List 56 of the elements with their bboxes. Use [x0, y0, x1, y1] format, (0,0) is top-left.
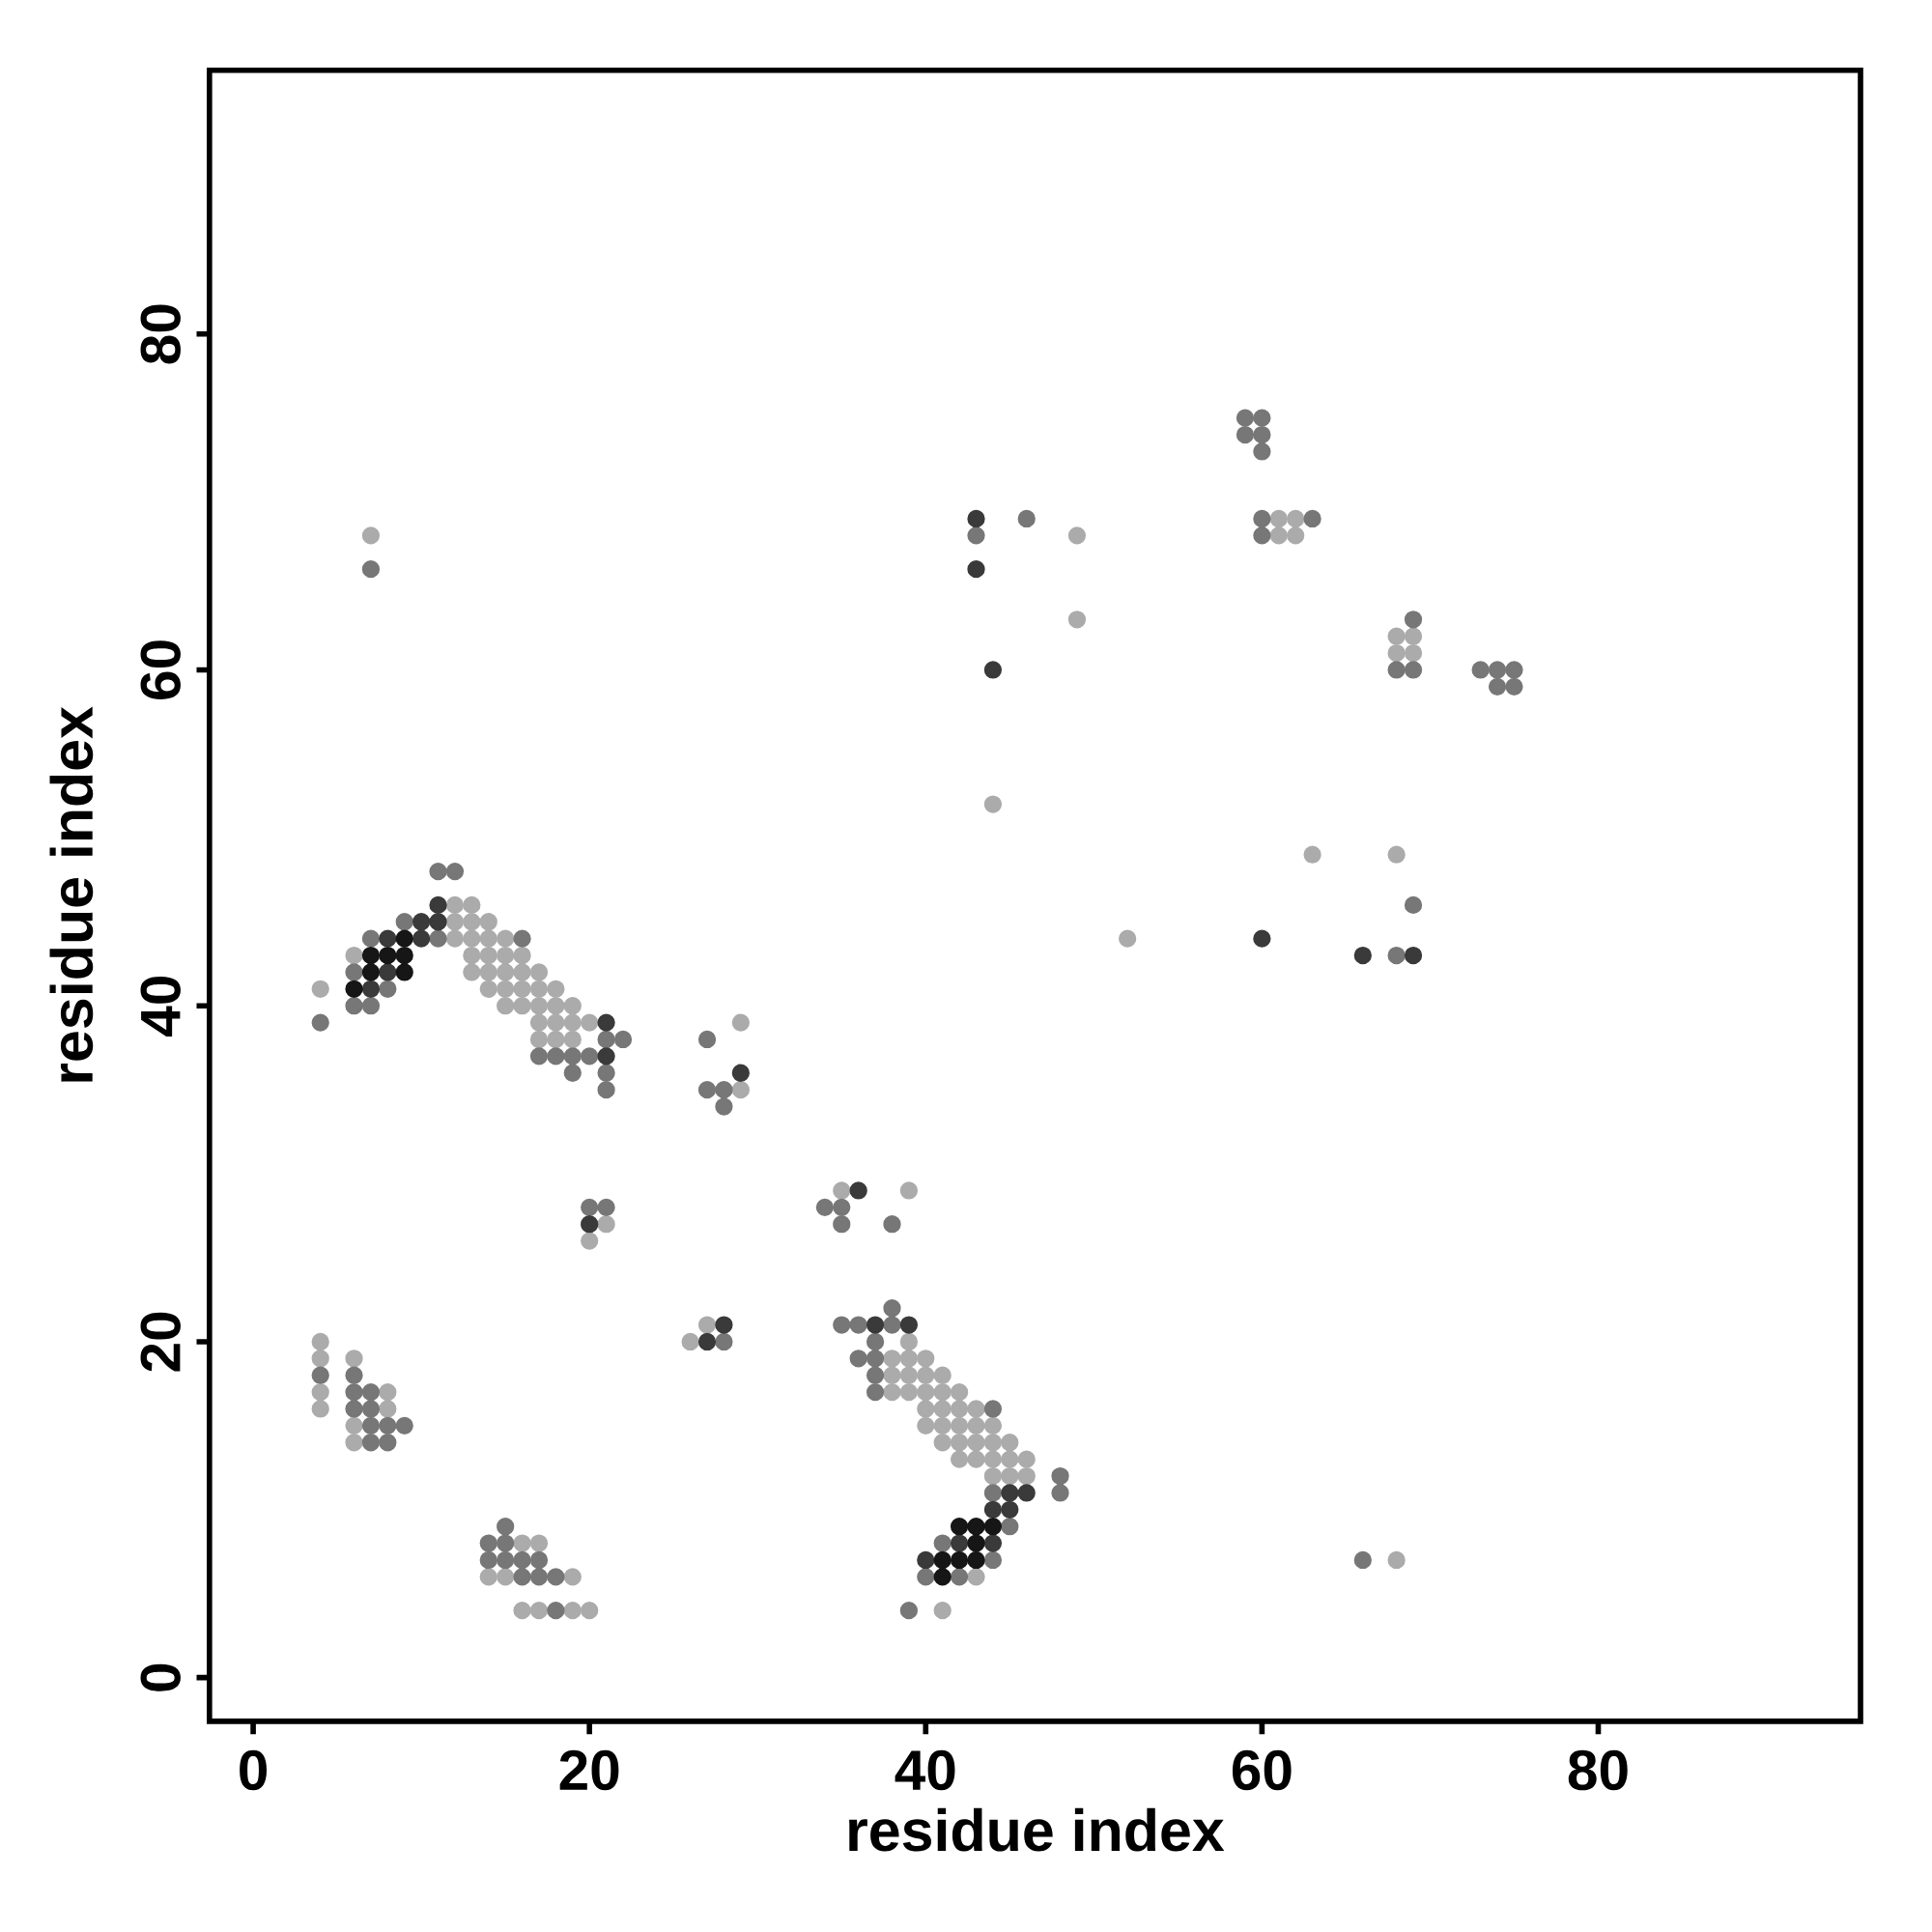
point	[395, 946, 413, 965]
y-tick-label: 0	[140, 1663, 181, 1691]
point	[395, 929, 413, 948]
point	[412, 929, 431, 948]
point	[967, 1518, 985, 1536]
point	[361, 946, 381, 965]
point	[1001, 1500, 1019, 1519]
y-tick-label: 20	[140, 1312, 181, 1372]
point	[1017, 1484, 1036, 1502]
point	[983, 1518, 1003, 1536]
x-tick-label: 60	[1232, 1749, 1292, 1791]
point	[1253, 929, 1271, 948]
point	[412, 913, 431, 931]
point	[933, 1568, 952, 1586]
x-axis-title: residue index	[849, 1807, 1225, 1852]
point	[983, 1500, 1003, 1519]
point	[1353, 946, 1372, 965]
point	[395, 963, 413, 981]
point	[849, 1181, 867, 1200]
point	[361, 980, 381, 998]
y-axis-title: residue index	[49, 706, 94, 1082]
point	[715, 1316, 733, 1334]
point	[967, 509, 985, 528]
point	[379, 929, 397, 948]
point	[345, 980, 363, 998]
point	[379, 963, 397, 981]
point	[866, 1316, 885, 1334]
x-tick-label: 0	[240, 1749, 268, 1791]
point	[597, 1047, 615, 1065]
y-tick-label: 40	[140, 977, 181, 1037]
point	[1404, 946, 1423, 965]
x-tick-label: 20	[559, 1749, 619, 1791]
point	[983, 1534, 1003, 1552]
point	[950, 1518, 969, 1536]
point	[581, 1215, 599, 1234]
point	[429, 895, 447, 915]
point	[597, 1013, 615, 1032]
y-tick-label: 60	[140, 640, 181, 699]
x-tick-label: 80	[1568, 1749, 1628, 1791]
point	[967, 559, 985, 579]
point	[899, 1316, 919, 1334]
point	[731, 1064, 750, 1082]
point	[950, 1534, 969, 1552]
point	[950, 1550, 969, 1570]
point	[967, 1534, 985, 1552]
y-tick-label: 80	[140, 304, 181, 364]
point	[379, 946, 397, 965]
point	[967, 1550, 985, 1570]
point	[983, 661, 1003, 679]
x-tick-label: 40	[895, 1749, 955, 1791]
point	[697, 1332, 717, 1351]
point	[429, 913, 447, 931]
point	[917, 1550, 935, 1570]
point	[361, 963, 381, 981]
point	[1001, 1484, 1019, 1502]
point	[933, 1550, 952, 1570]
